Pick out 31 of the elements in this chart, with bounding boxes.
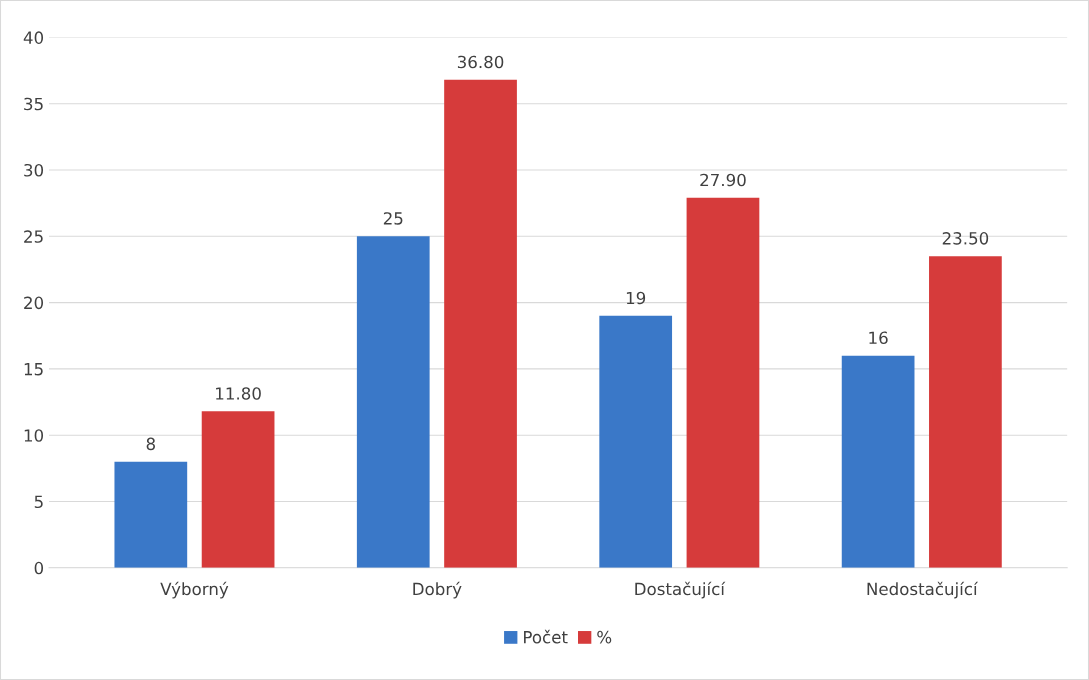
y-tick-label: 30: [24, 163, 44, 177]
bar: [114, 461, 188, 568]
bar: [201, 411, 275, 568]
y-tick-label: 25: [24, 230, 43, 243]
x-tick-label: Dostačující: [635, 581, 726, 599]
y-tick-label: 35: [24, 97, 43, 111]
bar: [929, 256, 1002, 568]
bar: [599, 315, 673, 568]
bar: [356, 236, 430, 568]
x-tick-label: Dobrý: [413, 581, 462, 599]
bar: [686, 197, 760, 568]
y-tick-label: 20: [24, 296, 44, 310]
legend-label: %: [597, 630, 612, 644]
y-tick-label: 10: [24, 429, 44, 442]
x-tick-label: Nedostačující: [867, 581, 979, 599]
data-label: 25: [383, 212, 403, 225]
bar: [841, 355, 915, 568]
y-tick-label: 0: [34, 561, 44, 575]
y-tick-label: 15: [24, 363, 43, 376]
data-label: 16: [869, 331, 888, 345]
data-label: 8: [146, 437, 155, 451]
y-tick-label: 5: [34, 495, 43, 509]
x-tick-label: Výborný: [160, 581, 229, 599]
data-label: 36.80: [457, 55, 504, 69]
bar: [444, 79, 517, 568]
data-label: 19: [626, 291, 646, 305]
y-tick-label: 40: [23, 31, 44, 44]
data-label: 23.50: [942, 232, 989, 245]
legend-label: Počet: [524, 629, 568, 644]
data-label: 11.80: [216, 387, 261, 400]
data-label: 27.90: [700, 173, 746, 187]
